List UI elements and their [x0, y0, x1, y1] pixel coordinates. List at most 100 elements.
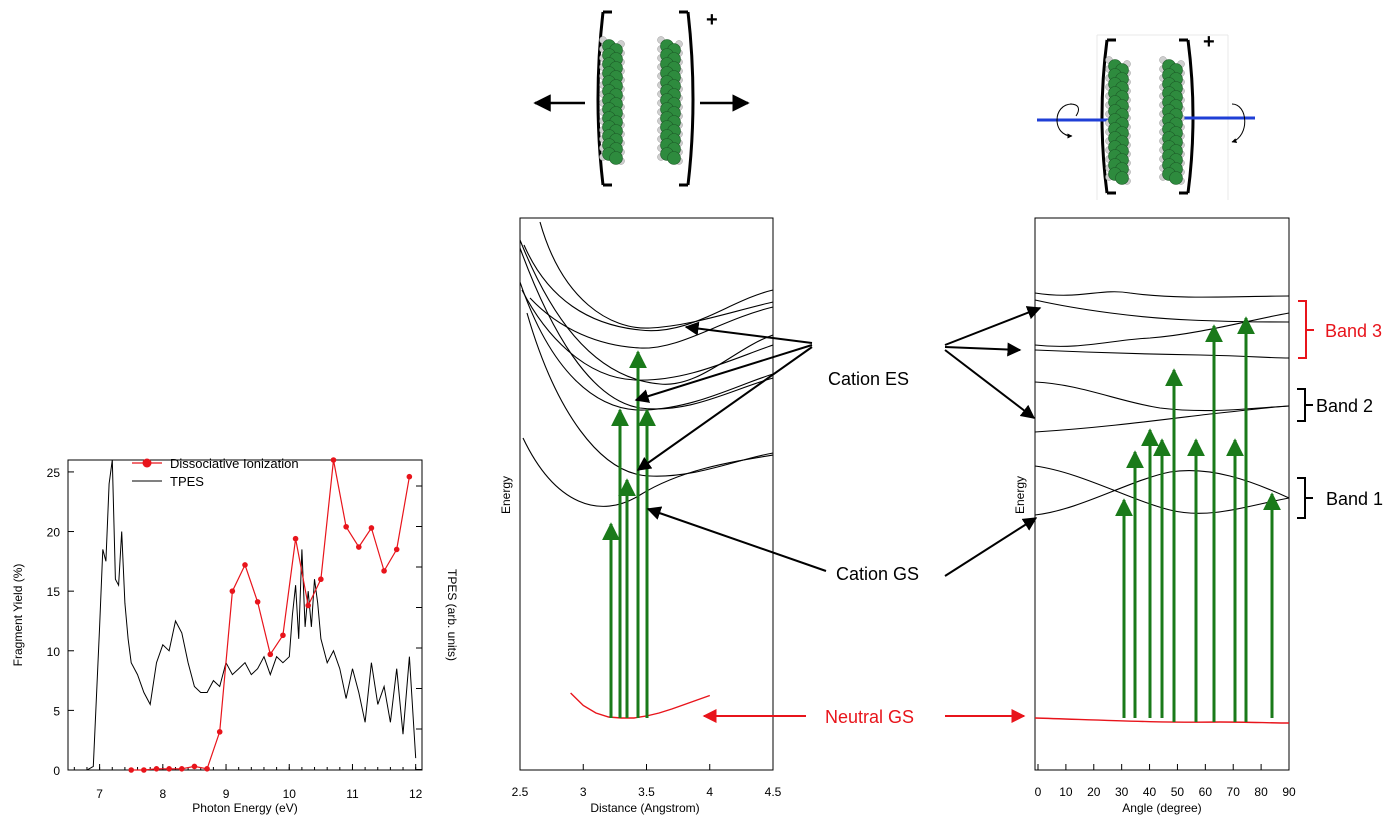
chart1-y-label: Fragment Yield (%) — [11, 564, 25, 667]
band1-curve — [1034, 465, 1290, 514]
annotation-arrow — [636, 346, 813, 471]
dissociative-ionization-point — [343, 523, 349, 530]
annotations: Cation ES Cation GS Neutral GS Band 3 Ba… — [634, 300, 1383, 727]
molecule-pair — [599, 36, 683, 165]
dissociative-ionization-line — [131, 459, 410, 771]
dissociative-ionization-point — [141, 767, 147, 773]
pes-distance-chart: 2.5 3 3.5 4 4.5 Distance (Angstrom) Energy — [499, 217, 782, 815]
x-tick-label: 20 — [1087, 785, 1101, 799]
left-bracket — [1100, 39, 1109, 194]
carbon-atom — [1115, 171, 1129, 185]
cation-gs-curve — [522, 437, 774, 507]
x-tick-label: 80 — [1254, 785, 1268, 799]
band2-curve — [1034, 405, 1290, 433]
dissociative-ionization-point — [229, 588, 236, 594]
dissociative-ionization-point — [216, 729, 223, 735]
cation-es-label: Cation ES — [828, 369, 909, 389]
right-bracket-ends — [1179, 38, 1188, 195]
cation-es-curve — [539, 221, 774, 329]
x-tick-label: 3.5 — [638, 785, 655, 799]
x-tick-label: 40 — [1143, 785, 1157, 799]
x-tick-label: 4.5 — [765, 785, 782, 799]
chart1-legend: Dissociative Ionization TPES — [132, 456, 299, 489]
y-tick-label: 5 — [53, 704, 60, 718]
band1-label: Band 1 — [1326, 489, 1383, 509]
x-tick-label: 3 — [580, 785, 587, 799]
chart1-y-ticks: 0 5 10 15 20 25 — [47, 466, 74, 778]
band1-bracket — [1297, 477, 1313, 519]
dissociative-ionization-point — [166, 766, 172, 772]
x-tick-label: 30 — [1115, 785, 1129, 799]
x-tick-label: 11 — [346, 787, 359, 801]
cation-es-curve — [526, 312, 774, 477]
left-bracket — [596, 11, 605, 186]
annotation-arrow — [646, 506, 827, 572]
dissociative-ionization-point — [368, 525, 375, 531]
chart1-x-label: Photon Energy (eV) — [192, 801, 297, 815]
y-tick-label: 15 — [47, 585, 61, 599]
left-bracket-ends — [603, 10, 612, 187]
pes-angle-chart: 0 10 20 30 40 50 60 70 80 90 Angle (degree) Energ… — [1013, 217, 1296, 815]
y-tick-label: 10 — [47, 645, 61, 659]
right-bracket — [686, 11, 695, 186]
cation-es-curve — [519, 247, 774, 410]
right-bracket-ends — [679, 10, 688, 187]
chart2-x-ticks: 2.5 3 3.5 4 4.5 — [512, 764, 782, 799]
cation-es-curve — [529, 297, 774, 349]
molecule-pair — [1105, 56, 1185, 185]
annotation-arrow — [684, 321, 813, 344]
cation-gs-arrows — [646, 506, 1038, 577]
dissociative-ionization-point — [381, 568, 387, 574]
x-tick-label: 10 — [283, 787, 297, 801]
dissociative-ionization-point — [204, 766, 210, 772]
rotation-arrow-right — [1231, 103, 1246, 143]
x-tick-label: 60 — [1199, 785, 1213, 799]
dissociative-ionization-point — [128, 767, 135, 773]
charge-plus: + — [706, 9, 718, 31]
annotation-arrow — [634, 344, 813, 403]
dissociative-ionization-point — [267, 651, 274, 658]
chart3-x-label: Angle (degree) — [1122, 801, 1201, 815]
x-tick-label: 50 — [1171, 785, 1185, 799]
chart3-x-ticks: 0 10 20 30 40 50 60 70 80 90 — [1035, 764, 1296, 799]
rotation-arrow-left-tail — [1069, 103, 1079, 117]
annotation-arrow — [944, 349, 1036, 419]
dissociative-ionization-point — [254, 599, 261, 605]
charge-plus: + — [1203, 31, 1215, 53]
legend-di-marker — [142, 458, 152, 468]
tpes-line — [68, 459, 417, 771]
neutral-gs-curve — [570, 692, 711, 719]
band3-curve — [1034, 349, 1290, 359]
x-tick-label: 12 — [409, 787, 423, 801]
x-tick-label: 7 — [96, 787, 103, 801]
cation-gs-label: Cation GS — [836, 564, 919, 584]
dimer-rotation-illustration: + — [1037, 31, 1255, 200]
cation-es-curve — [519, 239, 774, 385]
chart1-y2-ticks — [416, 485, 422, 770]
chart3-y-label: Energy — [1013, 476, 1027, 514]
chart2-excitation-arrows — [602, 350, 656, 718]
chart2-y-label: Energy — [499, 476, 513, 514]
y-tick-label: 0 — [53, 764, 60, 778]
chart2-x-label: Distance (Angstrom) — [590, 801, 699, 815]
x-tick-label: 4 — [706, 785, 713, 799]
band3-bracket — [1298, 300, 1314, 359]
annotation-arrow — [944, 517, 1038, 577]
x-tick-label: 9 — [223, 787, 230, 801]
x-tick-label: 0 — [1035, 785, 1042, 799]
dissociative-ionization-point — [406, 473, 413, 480]
annotation-arrow — [944, 342, 1022, 357]
band3-label: Band 3 — [1325, 321, 1382, 341]
dissociative-ionization-point — [330, 457, 337, 463]
band2-curve — [1034, 381, 1290, 412]
dimer-separation-illustration: + — [533, 9, 750, 187]
dissociative-ionization-point — [305, 602, 312, 609]
band3-curve — [1034, 299, 1290, 323]
rotation-arrow-left — [1056, 103, 1073, 139]
band2-label: Band 2 — [1316, 396, 1373, 416]
legend-tpes-label: TPES — [170, 474, 204, 489]
dissociative-ionization-point — [292, 535, 299, 542]
carbon-atom — [609, 151, 623, 165]
chart1-y2-label: TPES (arb. units) — [445, 569, 459, 661]
